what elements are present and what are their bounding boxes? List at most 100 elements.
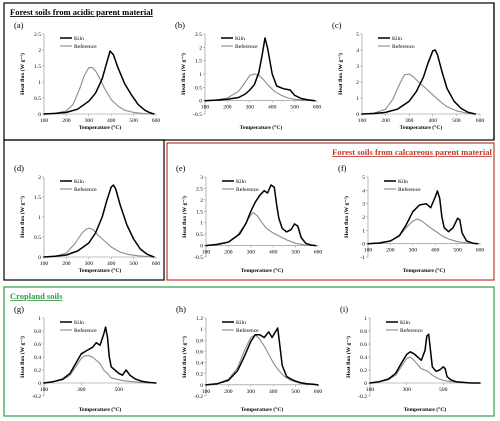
- y-tick-label: 0.8: [360, 329, 367, 335]
- y-tick-label: 2: [199, 45, 202, 51]
- y-tick-label: 0.2: [34, 368, 41, 374]
- legend-label-kiln: Kiln: [74, 179, 84, 185]
- legend-label-kiln: Kiln: [392, 36, 402, 42]
- x-tick-label: 100: [40, 261, 49, 267]
- legend-label-kiln: Kiln: [236, 320, 246, 326]
- legend-label-kiln: Kiln: [236, 179, 246, 185]
- legend-label-reference: Reference: [392, 43, 415, 50]
- x-tick-label: 100: [40, 118, 49, 124]
- y-tick-label: 1: [200, 327, 203, 333]
- series-line-reference: [367, 218, 477, 245]
- x-tick-label: 500: [290, 105, 299, 111]
- legend-label-reference: Reference: [74, 186, 97, 193]
- y-tick-label: 2: [356, 80, 359, 86]
- series-line-reference: [361, 73, 476, 115]
- y-tick-label: 0.8: [34, 329, 41, 335]
- y-tick-label: 1: [200, 221, 203, 227]
- y-tick-label: 2: [38, 48, 41, 54]
- y-axis-title: Heat flux (W g⁻¹): [343, 196, 350, 238]
- x-tick-label: 400: [268, 105, 277, 111]
- chart-panel: (f) -1 0 1 2 3 4 5 100 200 300 400 500 600 Temperature…: [338, 163, 484, 274]
- y-tick-label: 0.5: [34, 96, 41, 102]
- panel-letter: (g): [14, 304, 24, 314]
- group-box-acidic-lower: [3, 139, 165, 281]
- panel-letter: (c): [332, 20, 342, 30]
- y-tick-label: 1: [364, 316, 367, 322]
- group-title-calcareous: Forest soils from calcareous parent mate…: [332, 147, 492, 157]
- x-tick-label: 100: [366, 387, 375, 393]
- y-tick-label: 0.4: [34, 355, 41, 361]
- group-box-calcareous: [166, 142, 495, 281]
- x-tick-label: 500: [452, 118, 461, 124]
- y-tick-label: 5: [356, 32, 359, 38]
- series-line-kiln: [43, 326, 157, 384]
- y-tick-label: 0: [38, 112, 41, 118]
- y-tick-label: 1: [362, 228, 365, 234]
- x-axis-title: Temperature (°C): [404, 406, 447, 413]
- y-tick-label: 1: [38, 316, 41, 322]
- panel-letter: (d): [14, 163, 24, 173]
- x-tick-label: 600: [152, 261, 161, 267]
- x-tick-label: 200: [381, 118, 390, 124]
- legend-label-reference: Reference: [236, 327, 259, 334]
- x-tick-label: 500: [291, 389, 300, 395]
- legend-label-reference: Reference: [400, 327, 423, 334]
- y-tick-label: 0.5: [195, 85, 202, 91]
- x-tick-label: 300: [247, 250, 256, 256]
- x-tick-label: 200: [223, 105, 232, 111]
- y-tick-label: 1.5: [34, 195, 41, 201]
- group-title-cropland: Cropland soils: [10, 291, 63, 301]
- y-tick-label: 0: [199, 99, 202, 105]
- y-tick-label: -1: [360, 255, 365, 261]
- y-axis-title: Heat flux (W g⁻¹): [19, 336, 26, 378]
- series-line-kiln: [204, 37, 316, 102]
- x-tick-label: 400: [431, 248, 440, 254]
- x-axis-title: Temperature (°C): [403, 267, 446, 274]
- y-tick-label: 3: [362, 202, 365, 208]
- y-axis-title: Heat flux (W g⁻¹): [181, 196, 188, 238]
- series-line-reference: [43, 67, 153, 115]
- legend-label-kiln: Kiln: [235, 36, 245, 42]
- x-tick-label: 500: [129, 261, 138, 267]
- y-tick-label: 0: [364, 381, 367, 387]
- panel-letter: (e): [176, 163, 186, 173]
- y-axis-title: Heat flux (W g⁻¹): [337, 53, 344, 95]
- y-tick-label: 4: [362, 188, 365, 194]
- x-tick-label: 500: [114, 387, 123, 393]
- x-axis-title: Temperature (°C): [400, 124, 443, 131]
- y-tick-label: 2: [38, 175, 41, 181]
- y-axis-title: Heat flux (W g⁻¹): [181, 336, 188, 378]
- x-tick-label: 600: [313, 105, 322, 111]
- x-tick-label: 200: [386, 248, 395, 254]
- y-tick-label: 1: [38, 80, 41, 86]
- x-tick-label: 600: [476, 118, 485, 124]
- y-tick-label: 0.6: [360, 342, 367, 348]
- y-tick-label: 0: [356, 112, 359, 118]
- series-line-reference: [43, 227, 155, 258]
- y-tick-label: 1: [38, 215, 41, 221]
- y-tick-label: 0.4: [360, 355, 367, 361]
- y-tick-label: 2.5: [196, 186, 203, 192]
- y-tick-label: 0: [38, 255, 41, 261]
- panel-letter: (i): [340, 304, 348, 314]
- legend-label-reference: Reference: [74, 327, 97, 334]
- y-tick-label: 0.2: [360, 368, 367, 374]
- x-tick-label: 300: [402, 387, 411, 393]
- y-tick-label: 5: [362, 175, 365, 181]
- x-tick-label: 400: [107, 118, 116, 124]
- x-tick-label: 600: [152, 118, 161, 124]
- x-tick-label: 500: [129, 118, 138, 124]
- series-line-kiln: [367, 190, 479, 245]
- y-tick-label: 1.5: [196, 209, 203, 215]
- x-axis-title: Temperature (°C): [79, 267, 122, 274]
- y-tick-label: 1.2: [196, 316, 203, 322]
- legend-label-reference: Reference: [235, 43, 258, 50]
- x-tick-label: 300: [405, 118, 414, 124]
- x-tick-label: 200: [62, 118, 71, 124]
- series-line-kiln: [205, 327, 319, 386]
- y-tick-label: -0.5: [194, 255, 203, 261]
- x-tick-label: 500: [453, 248, 462, 254]
- panel-letter: (h): [176, 304, 186, 314]
- y-axis-title: Heat flux (W g⁻¹): [180, 53, 187, 95]
